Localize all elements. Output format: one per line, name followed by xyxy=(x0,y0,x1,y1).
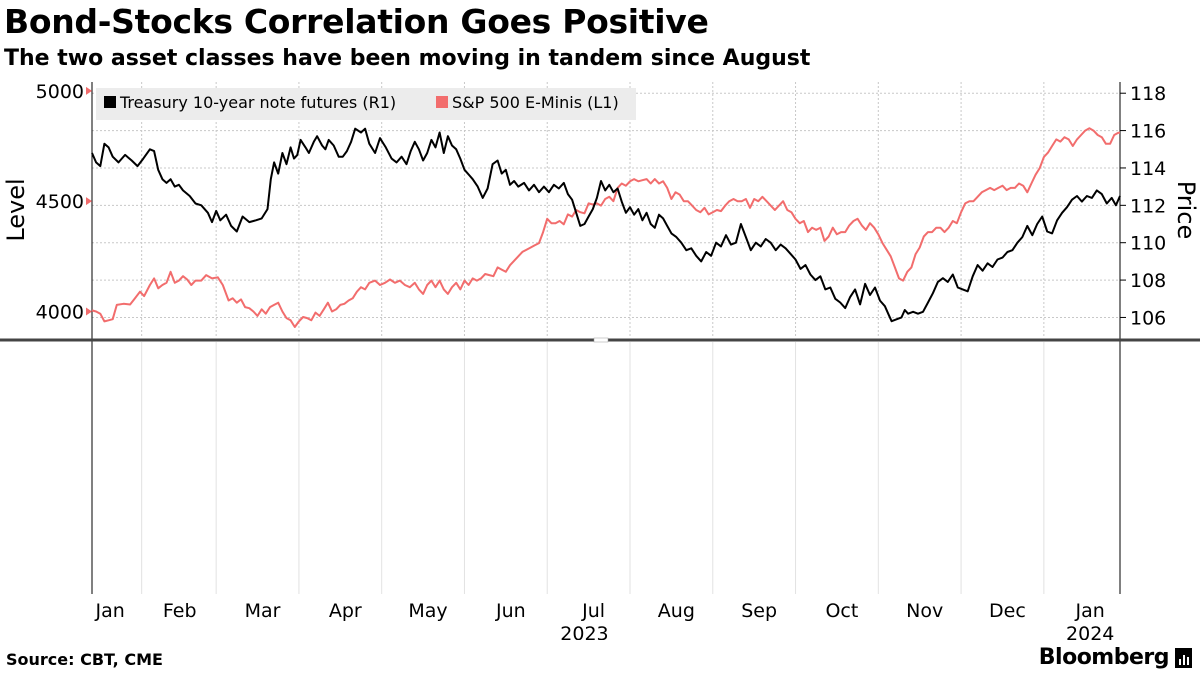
bloomberg-logo: Bloomberg xyxy=(1039,645,1192,670)
x-tick-label: Jan xyxy=(1075,600,1105,622)
left-tick-marker xyxy=(86,86,92,95)
chart-title: Bond-Stocks Correlation Goes Positive xyxy=(4,2,709,41)
legend-label: Treasury 10-year note futures (R1) xyxy=(119,93,396,112)
year-label: 2024 xyxy=(1066,623,1114,640)
x-tick-label: Aug xyxy=(658,600,695,622)
x-tick-label: May xyxy=(408,600,447,622)
x-tick-label: Dec xyxy=(989,600,1026,622)
x-tick-label: Jun xyxy=(495,600,526,622)
left-tick-label: 4500 xyxy=(36,191,84,213)
right-tick-label: 114 xyxy=(1130,158,1166,180)
source-note: Source: CBT, CME xyxy=(6,650,163,669)
right-tick-label: 108 xyxy=(1130,270,1166,292)
right-tick-label: 118 xyxy=(1130,83,1166,105)
left-tick-marker xyxy=(86,307,92,316)
legend: Treasury 10-year note futures (R1) S&P 50… xyxy=(96,88,636,120)
x-tick-label: Sep xyxy=(741,600,777,622)
left-tick-marker xyxy=(86,197,92,206)
x-tick-label: Mar xyxy=(245,600,281,622)
right-tick-label: 110 xyxy=(1130,233,1166,255)
left-tick-label: 5000 xyxy=(36,81,84,103)
series-line-1 xyxy=(91,127,1120,328)
left-tick-label: 4000 xyxy=(36,302,84,324)
right-axis-title: Price xyxy=(1172,181,1200,240)
series-line-0 xyxy=(91,127,1121,323)
x-tick-label: Jan xyxy=(95,600,125,622)
panel-resize-handle xyxy=(593,337,609,343)
x-tick-label: Nov xyxy=(906,600,943,622)
x-tick-label: Feb xyxy=(163,600,197,622)
legend-swatch xyxy=(436,96,448,108)
year-label: 2023 xyxy=(560,623,608,640)
x-tick-label: Oct xyxy=(825,600,858,622)
legend-label: S&P 500 E-Minis (L1) xyxy=(452,93,619,112)
legend-background xyxy=(96,88,636,120)
axes: 4000 4500 5000 106 108 110 112 114 116 118 Level Pr… xyxy=(2,81,1200,640)
chart-subtitle: The two asset classes have been moving i… xyxy=(4,46,811,71)
right-tick-label: 112 xyxy=(1130,195,1166,217)
plot-frame xyxy=(0,82,1200,594)
left-axis-title: Level xyxy=(2,178,30,241)
right-tick-label: 106 xyxy=(1130,307,1166,329)
series-lines xyxy=(91,127,1121,328)
legend-swatch xyxy=(104,96,116,108)
chart-bars-icon xyxy=(1175,647,1192,668)
x-tick-label: Jul xyxy=(581,600,605,622)
right-tick-label: 116 xyxy=(1130,121,1166,143)
chart: 4000 4500 5000 106 108 110 112 114 116 118 Level Pr… xyxy=(0,81,1200,640)
x-tick-label: Apr xyxy=(329,600,362,622)
brand-text: Bloomberg xyxy=(1038,645,1170,670)
